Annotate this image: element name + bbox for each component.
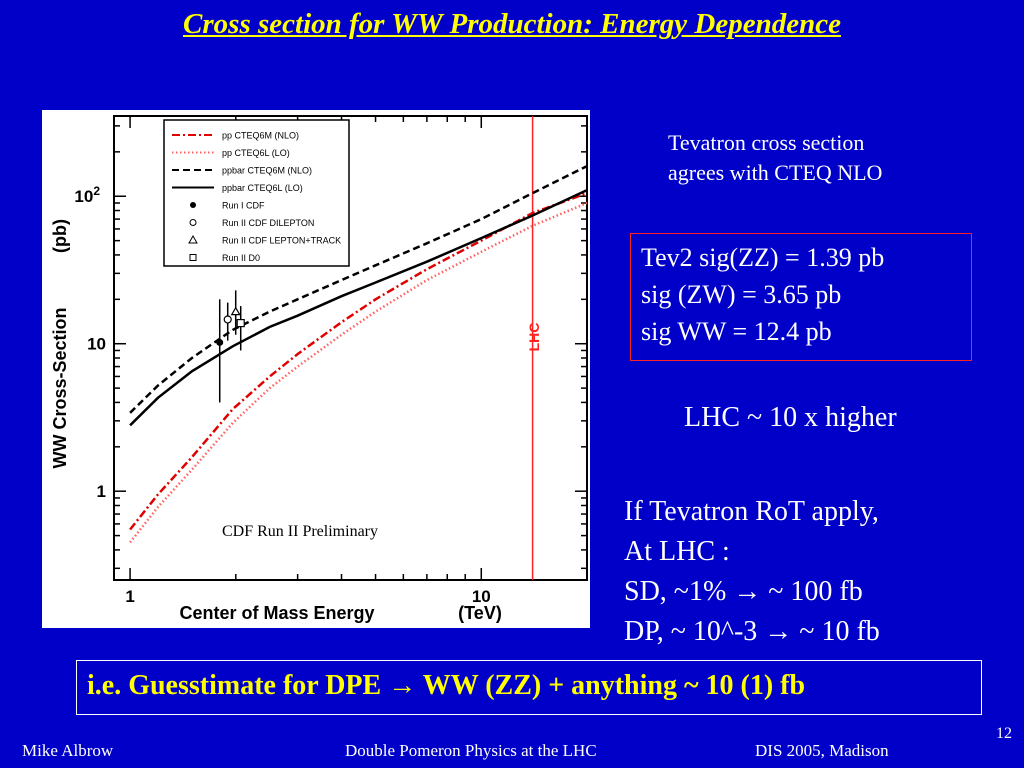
series-line-4 — [129, 188, 588, 427]
rot-line2: At LHC : — [624, 536, 730, 567]
legend-label: pp CTEQ6L (LO) — [222, 148, 290, 158]
footer-author: Mike Albrow — [22, 741, 114, 760]
legend-label: ppbar CTEQ6L (LO) — [222, 183, 303, 193]
rule-of-thumb-text: If Tevatron RoT apply, At LHC : SD, ~1% … — [624, 492, 880, 652]
legend-label: Run II CDF LEPTON+TRACK — [222, 236, 341, 246]
series-line-1 — [129, 191, 588, 531]
legend-label: ppbar CTEQ6M (NLO) — [222, 166, 312, 176]
legend-label: Run II CDF DILEPTON — [222, 218, 314, 228]
tevatron-note: Tevatron cross section agrees with CTEQ … — [668, 128, 882, 188]
y-tick-label: 1 — [97, 482, 106, 501]
y-axis-unit: (pb) — [50, 219, 70, 253]
data-point-run1-cdf — [216, 338, 224, 346]
legend-label: Run II D0 — [222, 253, 260, 263]
legend-marker-triangle — [188, 234, 198, 244]
rot-line4: DP, ~ 10^-3 → ~ 10 fb — [624, 616, 880, 647]
page-number: 12 — [996, 725, 1012, 742]
chart-annotation: CDF Run II Preliminary — [222, 523, 378, 540]
x-axis-label: Center of Mass Energy — [179, 603, 374, 623]
legend-label: pp CTEQ6M (NLO) — [222, 131, 299, 141]
plot-frame — [113, 115, 588, 581]
tevatron-note-line2: agrees with CTEQ NLO — [668, 160, 883, 185]
slide-title: Cross section for WW Production: Energy … — [183, 8, 841, 40]
zz-cross-section: Tev2 sig(ZZ) = 1.39 pb — [641, 243, 885, 272]
ww-cross-section: sig WW = 12.4 pb — [641, 317, 832, 346]
legend-marker-open-circle — [189, 219, 197, 226]
guesstimate-text: i.e. Guesstimate for DPE → WW (ZZ) + any… — [87, 670, 806, 701]
legend-label: Run I CDF — [222, 201, 265, 211]
footer-talk-title: Double Pomeron Physics at the LHC — [345, 741, 597, 760]
x-axis-unit: (TeV) — [458, 603, 502, 623]
data-point-dilepton — [223, 315, 232, 324]
data-point-d0 — [236, 318, 245, 328]
tevatron-note-line1: Tevatron cross section — [668, 130, 865, 155]
chart-canvas: 1 10 1 10 102 pp CTEQ6M (NLO) pp CTEQ6L (LO) p… — [50, 115, 588, 623]
cross-section-values-box: Tev2 sig(ZZ) = 1.39 pb sig (ZW) = 3.65 p… — [630, 233, 972, 361]
y-tick-exponent: 2 — [93, 184, 100, 198]
lhc-line-label: LHC — [526, 323, 542, 352]
guesstimate-box: i.e. Guesstimate for DPE → WW (ZZ) + any… — [76, 660, 982, 715]
y-tick-label: 10 — [87, 335, 106, 354]
ww-cross-section-chart: 1 10 1 10 102 pp CTEQ6M (NLO) pp CTEQ6L (LO) p… — [42, 110, 590, 628]
legend-marker-square — [189, 254, 197, 261]
data-point-lepton-track — [230, 306, 241, 316]
zw-cross-section: sig (ZW) = 3.65 pb — [641, 280, 842, 309]
rot-line3: SD, ~1% → ~ 100 fb — [624, 576, 863, 607]
y-tick-label: 102 — [74, 184, 100, 206]
footer-conference: DIS 2005, Madison — [755, 741, 889, 760]
rot-line1: If Tevatron RoT apply, — [624, 496, 879, 527]
x-tick-label: 10 — [472, 587, 491, 606]
legend-marker-filled-circle — [190, 202, 196, 208]
x-tick-label: 1 — [125, 587, 134, 606]
lhc-note: LHC ~ 10 x higher — [684, 402, 897, 433]
y-axis-label: WW Cross-Section — [50, 307, 70, 468]
